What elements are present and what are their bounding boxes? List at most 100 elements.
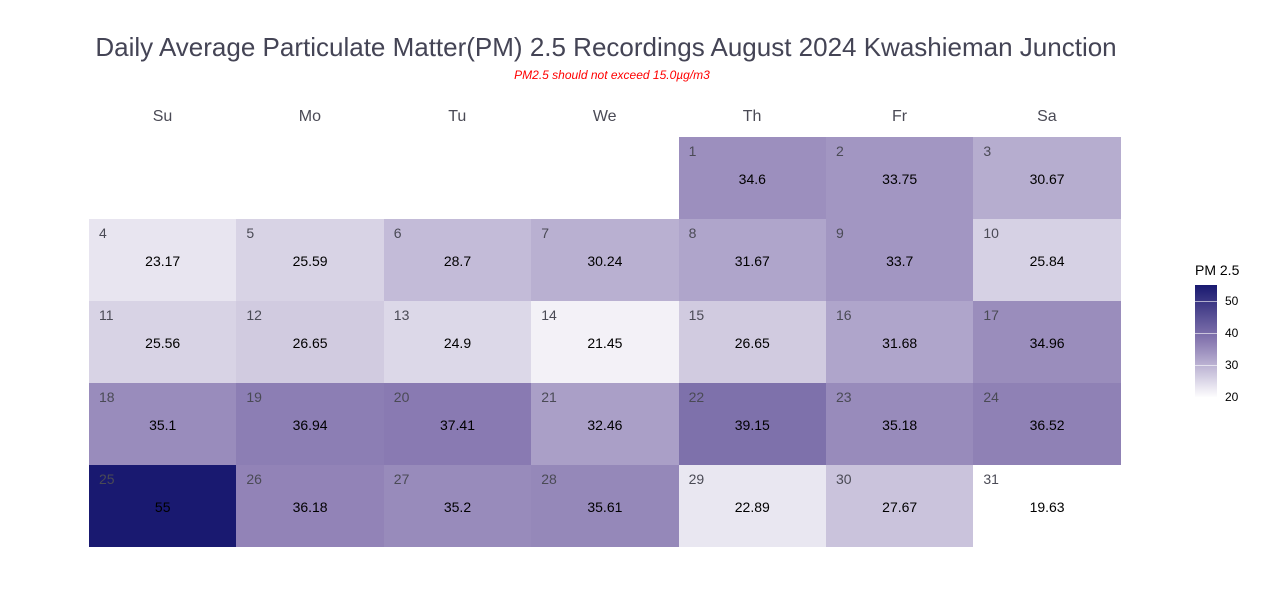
chart-subtitle: PM2.5 should not exceed 15.0µg/m3 [514, 68, 710, 82]
legend-title: PM 2.5 [1195, 262, 1240, 278]
heatmap-cell: 1 34.6 [678, 137, 826, 219]
day-number: 20 [393, 389, 410, 405]
day-number: 21 [541, 389, 557, 405]
heatmap-cell: 4 23.17 [89, 219, 237, 301]
heatmap-cell: 22 39.15 [678, 383, 826, 465]
day-number: 19 [246, 389, 262, 405]
day-number: 29 [688, 471, 705, 487]
day-number: 1 [688, 143, 697, 159]
heatmap-cell: 8 31.67 [678, 219, 826, 301]
heatmap-cell: 27 35.2 [383, 465, 532, 547]
cell-value-label: 21.45 [587, 335, 623, 351]
day-number: 2 [836, 143, 844, 159]
chart-title: Daily Average Particulate Matter(PM) 2.5… [95, 32, 1117, 62]
day-number: 7 [541, 225, 549, 241]
cell-value-label: 31.68 [882, 335, 918, 351]
day-number: 3 [983, 143, 992, 159]
legend-tick-label: 20 [1225, 389, 1239, 404]
heatmap-cell: 29 22.89 [678, 465, 826, 547]
legend-tick-mark [1195, 332, 1217, 334]
day-number: 5 [246, 225, 255, 241]
legend-tick-label: 30 [1225, 357, 1239, 372]
heatmap-cell: 13 24.9 [383, 301, 532, 383]
heatmap-cell: 24 36.52 [973, 383, 1121, 465]
day-number: 25 [99, 471, 115, 487]
cell-value-label: 36.52 [1029, 417, 1065, 433]
cell-value-label: 27.67 [882, 499, 918, 515]
heatmap-cell: 16 31.68 [826, 301, 974, 383]
day-number: 24 [983, 389, 999, 405]
cell-value-label: 55 [154, 499, 171, 515]
day-number: 9 [836, 225, 844, 241]
cell-value-label: 28.7 [443, 253, 472, 269]
heatmap-cell: 17 34.96 [973, 301, 1121, 383]
heatmap-cell: 9 33.7 [826, 219, 974, 301]
heatmap-cell: 30 27.67 [826, 465, 974, 547]
cell-value-label: 35.61 [587, 499, 623, 515]
weekday-label-we: We [592, 108, 617, 125]
day-number: 22 [688, 389, 705, 405]
day-number: 15 [688, 307, 705, 323]
cell-value-label: 34.96 [1029, 335, 1065, 351]
heatmap-cell: 11 25.56 [89, 301, 237, 383]
legend-tick-mark [1195, 396, 1217, 398]
cell-value-label: 30.67 [1029, 171, 1065, 187]
day-number: 10 [983, 225, 999, 241]
cell-value-label: 22.89 [734, 499, 770, 515]
day-number: 14 [541, 307, 557, 323]
cell-value-label: 36.18 [292, 499, 328, 515]
heatmap-cell: 26 36.18 [236, 465, 384, 547]
legend-tick-mark [1195, 300, 1217, 302]
heatmap-cell: 28 35.61 [531, 465, 679, 547]
weekday-label-th: Th [742, 108, 762, 125]
legend-tick-label: 50 [1225, 293, 1239, 308]
cell-value-label: 30.24 [587, 253, 623, 269]
heatmap-cell: 15 26.65 [678, 301, 826, 383]
cell-value-label: 26.65 [292, 335, 328, 351]
heatmap-cell: 12 26.65 [236, 301, 384, 383]
cell-value-label: 37.41 [439, 417, 476, 433]
weekday-label-fr: Fr [891, 108, 908, 125]
weekday-label-sa: Sa [1037, 108, 1057, 125]
cell-value-label: 19.63 [1029, 499, 1065, 515]
heatmap-cell: 19 36.94 [236, 383, 384, 465]
cell-value-label: 33.75 [882, 171, 918, 187]
cell-value-label: 31.67 [734, 253, 770, 269]
cell-value-label: 35.18 [882, 417, 918, 433]
legend-tick-mark [1195, 364, 1217, 366]
weekday-label-su: Su [152, 108, 173, 125]
day-number: 31 [983, 471, 999, 487]
heatmap-cell: 3 30.67 [973, 137, 1121, 219]
cell-value-label: 26.65 [734, 335, 770, 351]
day-number: 13 [393, 307, 410, 323]
day-number: 16 [836, 307, 852, 323]
cell-value-label: 23.17 [145, 253, 181, 269]
heatmap-cell: 10 25.84 [973, 219, 1121, 301]
cell-value-label: 25.59 [292, 253, 328, 269]
day-number: 11 [99, 307, 114, 323]
heatmap-cell: 7 30.24 [531, 219, 679, 301]
cell-value-label: 32.46 [587, 417, 623, 433]
heatmap-cell: 6 28.7 [383, 219, 532, 301]
heatmap-cell: 21 32.46 [531, 383, 679, 465]
cell-value-label: 25.56 [145, 335, 181, 351]
cell-value-label: 36.94 [292, 417, 328, 433]
day-number: 30 [836, 471, 852, 487]
legend-colorbar [1195, 285, 1217, 398]
cell-value-label: 35.2 [443, 499, 472, 515]
heatmap-cell: 25 55 [89, 465, 237, 547]
cell-value-label: 35.1 [149, 417, 177, 433]
weekday-label-mo: Mo [298, 108, 321, 125]
day-number: 26 [246, 471, 262, 487]
cell-value-label: 39.15 [734, 417, 770, 433]
weekday-label-tu: Tu [448, 108, 467, 125]
day-number: 8 [688, 225, 697, 241]
heatmap-cell: 14 21.45 [531, 301, 679, 383]
day-number: 4 [99, 225, 107, 241]
day-number: 27 [393, 471, 410, 487]
day-number: 6 [393, 225, 402, 241]
heatmap-cell: 20 37.41 [383, 383, 532, 465]
day-number: 18 [99, 389, 115, 405]
heatmap-cell: 18 35.1 [89, 383, 237, 465]
heatmap-cell: 31 19.63 [973, 465, 1121, 547]
